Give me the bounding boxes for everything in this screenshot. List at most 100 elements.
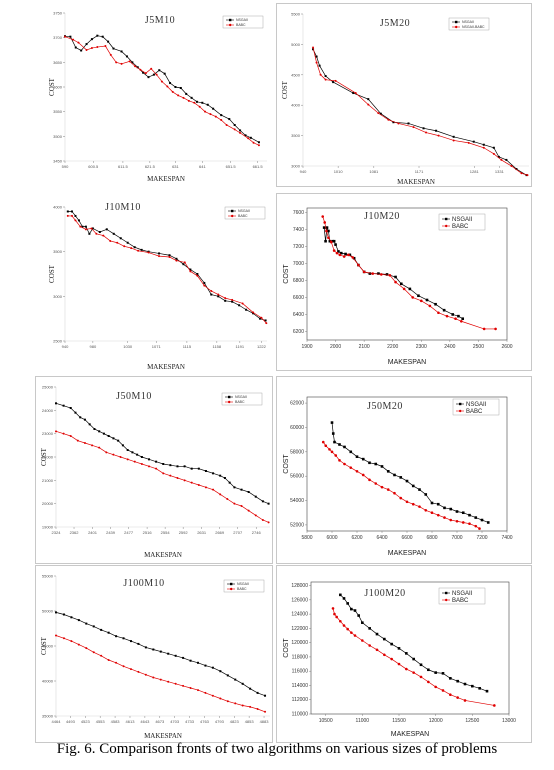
- data-point-babc: [455, 519, 459, 523]
- data-point-nsgaii: [244, 134, 247, 137]
- data-point-nsgaii: [239, 129, 242, 132]
- data-point-babc: [225, 123, 228, 126]
- data-point-babc: [252, 311, 255, 314]
- data-point-babc: [449, 518, 453, 522]
- data-point-babc: [139, 68, 142, 71]
- data-point-babc: [197, 689, 200, 692]
- data-point-babc: [254, 514, 257, 517]
- data-point-nsgaii: [85, 43, 88, 46]
- data-point-babc: [152, 676, 155, 679]
- data-point-nsgaii: [394, 275, 397, 279]
- data-point-nsgaii: [125, 55, 128, 58]
- data-point-nsgaii: [249, 136, 252, 139]
- x-tick-label: 4733: [185, 719, 195, 724]
- y-tick-label: 55000: [42, 574, 54, 579]
- data-point-nsgaii: [91, 227, 94, 230]
- data-point-babc: [183, 261, 186, 264]
- data-point-babc: [122, 665, 125, 668]
- y-tick-label: 122000: [291, 626, 308, 632]
- data-point-babc: [167, 680, 170, 683]
- data-point-nsgaii: [368, 461, 371, 465]
- data-point-nsgaii: [348, 253, 352, 257]
- y-axis-label: COST: [40, 447, 48, 466]
- data-point-babc: [137, 670, 140, 673]
- data-point-babc: [428, 304, 432, 308]
- data-point-babc: [214, 115, 217, 118]
- data-point-babc: [493, 704, 496, 707]
- series-line-nsgaii: [340, 594, 488, 692]
- chart-panel-j50m10: 2324 2362 2401 2439 2477 2516 2554 2592 2631 2669…: [35, 376, 273, 564]
- data-point-nsgaii: [112, 47, 115, 50]
- data-point-babc: [66, 214, 69, 217]
- data-point-babc: [330, 450, 334, 454]
- x-tick-label: 940: [62, 344, 69, 349]
- data-point-babc: [226, 498, 229, 500]
- data-point-babc: [226, 700, 229, 703]
- data-point-nsgaii: [350, 607, 353, 611]
- data-point-babc: [162, 472, 165, 475]
- data-point-nsgaii: [80, 49, 83, 52]
- y-axis-label: COST: [283, 454, 290, 474]
- x-tick-label: 631: [172, 164, 179, 169]
- data-point-nsgaii: [201, 101, 204, 104]
- data-point-babc: [182, 96, 185, 99]
- chart-svg: 2324 2362 2401 2439 2477 2516 2554 2592 2631 2669…: [40, 385, 270, 559]
- legend-label: NSGAII: [237, 582, 249, 586]
- data-point-babc: [197, 484, 200, 486]
- y-tick-label: 62000: [290, 401, 304, 407]
- data-point-nsgaii: [211, 666, 214, 669]
- y-tick-label: 40000: [42, 679, 54, 684]
- data-point-nsgaii-babc: [397, 122, 400, 125]
- data-point-babc: [361, 639, 364, 642]
- data-point-babc: [212, 488, 215, 491]
- data-point-babc: [346, 627, 349, 631]
- data-point-nsgaii: [515, 168, 518, 171]
- data-point-babc: [115, 661, 118, 664]
- data-point-babc: [204, 486, 207, 489]
- legend-marker: [229, 18, 232, 22]
- data-point-babc: [240, 505, 243, 507]
- data-point-nsgaii: [176, 465, 179, 468]
- y-tick-label: 45000: [42, 644, 54, 649]
- data-point-babc: [338, 253, 342, 257]
- x-tick-label: 4883: [260, 719, 270, 724]
- x-tick-label: 12500: [465, 718, 479, 724]
- y-tick-label: 7200: [293, 244, 304, 250]
- x-tick-label: 1281: [470, 169, 480, 174]
- data-point-nsgaii: [136, 66, 139, 69]
- data-point-babc: [115, 61, 118, 64]
- data-point-babc: [231, 298, 234, 301]
- data-point-nsgaii: [148, 458, 151, 461]
- data-point-nsgaii: [357, 614, 360, 617]
- data-point-nsgaii: [427, 668, 430, 672]
- legend-label: BABC: [452, 598, 469, 604]
- data-point-babc: [109, 53, 112, 56]
- data-point-babc: [338, 459, 341, 462]
- data-point-nsgaii: [367, 98, 370, 101]
- data-point-nsgaii: [377, 272, 380, 275]
- data-point-babc: [77, 41, 80, 44]
- data-point-babc: [155, 467, 158, 470]
- data-point-nsgaii: [195, 100, 198, 103]
- data-point-nsgaii: [368, 627, 371, 630]
- data-point-babc: [328, 448, 331, 451]
- y-tick-label: 3600: [53, 85, 63, 90]
- data-point-nsgaii: [408, 287, 412, 291]
- data-point-nsgaii: [107, 435, 110, 437]
- legend-box: [438, 587, 486, 605]
- data-point-nsgaii: [383, 637, 386, 641]
- data-point-nsgaii: [339, 593, 342, 597]
- data-point-nsgaii-babc: [312, 46, 315, 49]
- legend-label: NSGAII: [466, 402, 487, 408]
- legend-label: BABC: [238, 214, 248, 218]
- data-point-nsgaii: [142, 71, 145, 74]
- data-point-nsgaii: [380, 465, 384, 468]
- data-point-babc: [249, 705, 252, 708]
- data-point-nsgaii: [162, 463, 165, 465]
- x-tick-label: 4464: [52, 719, 62, 724]
- y-tick-label: 3000: [53, 294, 63, 299]
- data-point-nsgaii-babc: [334, 79, 337, 82]
- data-point-babc: [411, 502, 415, 506]
- data-point-babc: [334, 454, 338, 457]
